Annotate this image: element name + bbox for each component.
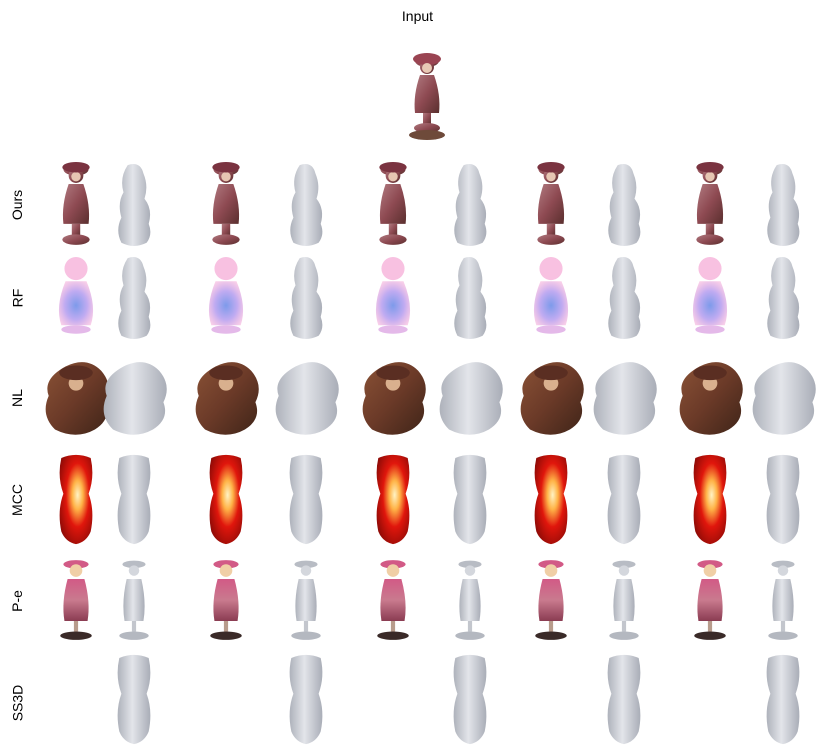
rf-mesh-view-1 [118,257,151,339]
ours-mesh-view-5 [767,164,800,246]
rf-mesh-view-5 [767,257,800,339]
pe-render-view-1 [60,560,92,640]
ours-mesh-view-2 [290,164,323,246]
ours-render-view-2 [212,161,240,245]
nl-mesh-view-1 [103,362,167,435]
mcc-mesh-view-3 [453,454,487,545]
ours-render-view-1 [62,161,90,245]
pe-render-view-3 [377,560,409,640]
mcc-render-view-4 [534,454,568,545]
nl-render-view-5 [679,362,743,435]
ss3d-mesh-view-5 [766,654,800,745]
rf-mesh-view-2 [290,257,323,339]
nl-mesh-view-3 [439,362,503,435]
ss3d-mesh-view-4 [607,654,641,745]
ours-render-view-3 [379,161,407,245]
rf-render-view-2 [208,257,244,334]
nl-render-view-1 [45,362,109,435]
pe-mesh-view-1 [119,560,149,640]
pe-mesh-view-4 [609,560,639,640]
rf-mesh-view-4 [608,257,641,339]
ours-mesh-view-3 [454,164,487,246]
mcc-render-view-1 [59,454,93,545]
rf-render-view-5 [692,257,728,334]
ours-render-view-5 [696,161,724,245]
rf-render-view-4 [533,257,569,334]
nl-render-view-3 [362,362,426,435]
rf-mesh-view-3 [454,257,487,339]
ours-mesh-view-1 [118,164,151,246]
ss3d-mesh-view-1 [117,654,151,745]
pe-mesh-view-3 [455,560,485,640]
input-title: Input [401,8,434,24]
mcc-mesh-view-2 [289,454,323,545]
pe-render-view-4 [535,560,567,640]
rf-render-view-1 [58,257,94,334]
nl-mesh-view-2 [275,362,339,435]
nl-mesh-view-4 [593,362,657,435]
ss3d-mesh-view-2 [289,654,323,745]
ss3d-mesh-view-3 [453,654,487,745]
ours-mesh-view-4 [608,164,641,246]
rf-render-view-3 [375,257,411,334]
mcc-mesh-view-1 [117,454,151,545]
pe-render-view-5 [694,560,726,640]
nl-render-view-4 [520,362,584,435]
mcc-mesh-view-5 [766,454,800,545]
nl-mesh-view-5 [752,362,816,435]
mcc-render-view-3 [376,454,410,545]
nl-render-view-2 [195,362,259,435]
pe-mesh-view-5 [768,560,798,640]
pe-mesh-view-2 [291,560,321,640]
mcc-render-view-2 [209,454,243,545]
mcc-mesh-view-4 [607,454,641,545]
pe-render-view-2 [210,560,242,640]
mcc-render-view-5 [693,454,727,545]
ours-render-view-4 [537,161,565,245]
input-image [409,53,445,140]
